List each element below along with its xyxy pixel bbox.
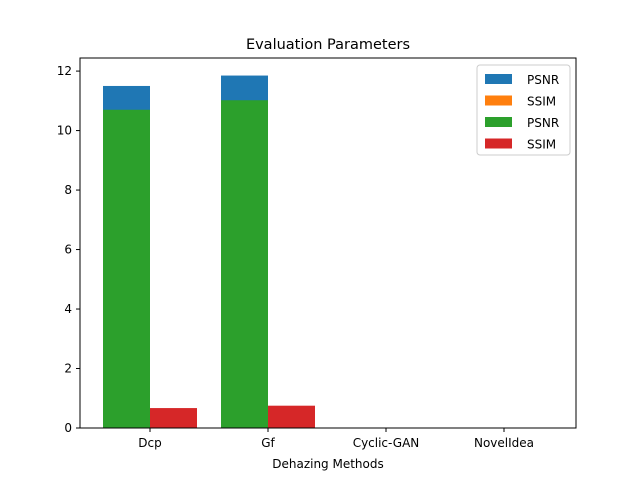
y-tick-label: 10	[57, 124, 72, 138]
y-axis: 0 2 4 6 8 10 12	[57, 64, 80, 435]
bars-layer	[103, 75, 315, 429]
legend: PSNR SSIM PSNR SSIM	[476, 64, 571, 156]
bar-psnr-2-dcp	[103, 109, 150, 428]
x-tick-label: Dcp	[138, 436, 161, 450]
legend-swatch	[485, 117, 512, 127]
legend-label: PSNR	[527, 73, 559, 87]
bar-psnr-2-gf	[221, 100, 268, 428]
legend-label: SSIM	[527, 138, 556, 152]
y-tick-label: 4	[64, 302, 72, 316]
legend-label: PSNR	[527, 116, 559, 130]
plot-frame	[79, 57, 577, 429]
y-tick-label: 2	[64, 362, 72, 376]
x-axis-label: Dehazing Methods	[272, 457, 384, 471]
legend-swatch	[485, 74, 512, 84]
y-tick-label: 8	[64, 183, 72, 197]
x-tick-label: Cyclic-GAN	[353, 436, 420, 450]
x-tick-label: Gf	[261, 436, 275, 450]
x-axis: Dcp Gf Cyclic-GAN NovelIdea	[138, 428, 534, 450]
y-tick-label: 6	[64, 243, 72, 257]
legend-label: SSIM	[527, 95, 556, 109]
y-tick-label: 12	[57, 64, 72, 78]
legend-swatch	[485, 95, 512, 106]
y-tick-label: 0	[64, 421, 72, 435]
chart-title: Evaluation Parameters	[246, 37, 410, 53]
legend-frame	[476, 64, 571, 156]
legend-swatch	[485, 138, 512, 149]
x-tick-label: NovelIdea	[474, 436, 534, 450]
bar-ssim-3-gf	[268, 405, 315, 428]
bar-ssim-3-dcp	[150, 408, 197, 428]
